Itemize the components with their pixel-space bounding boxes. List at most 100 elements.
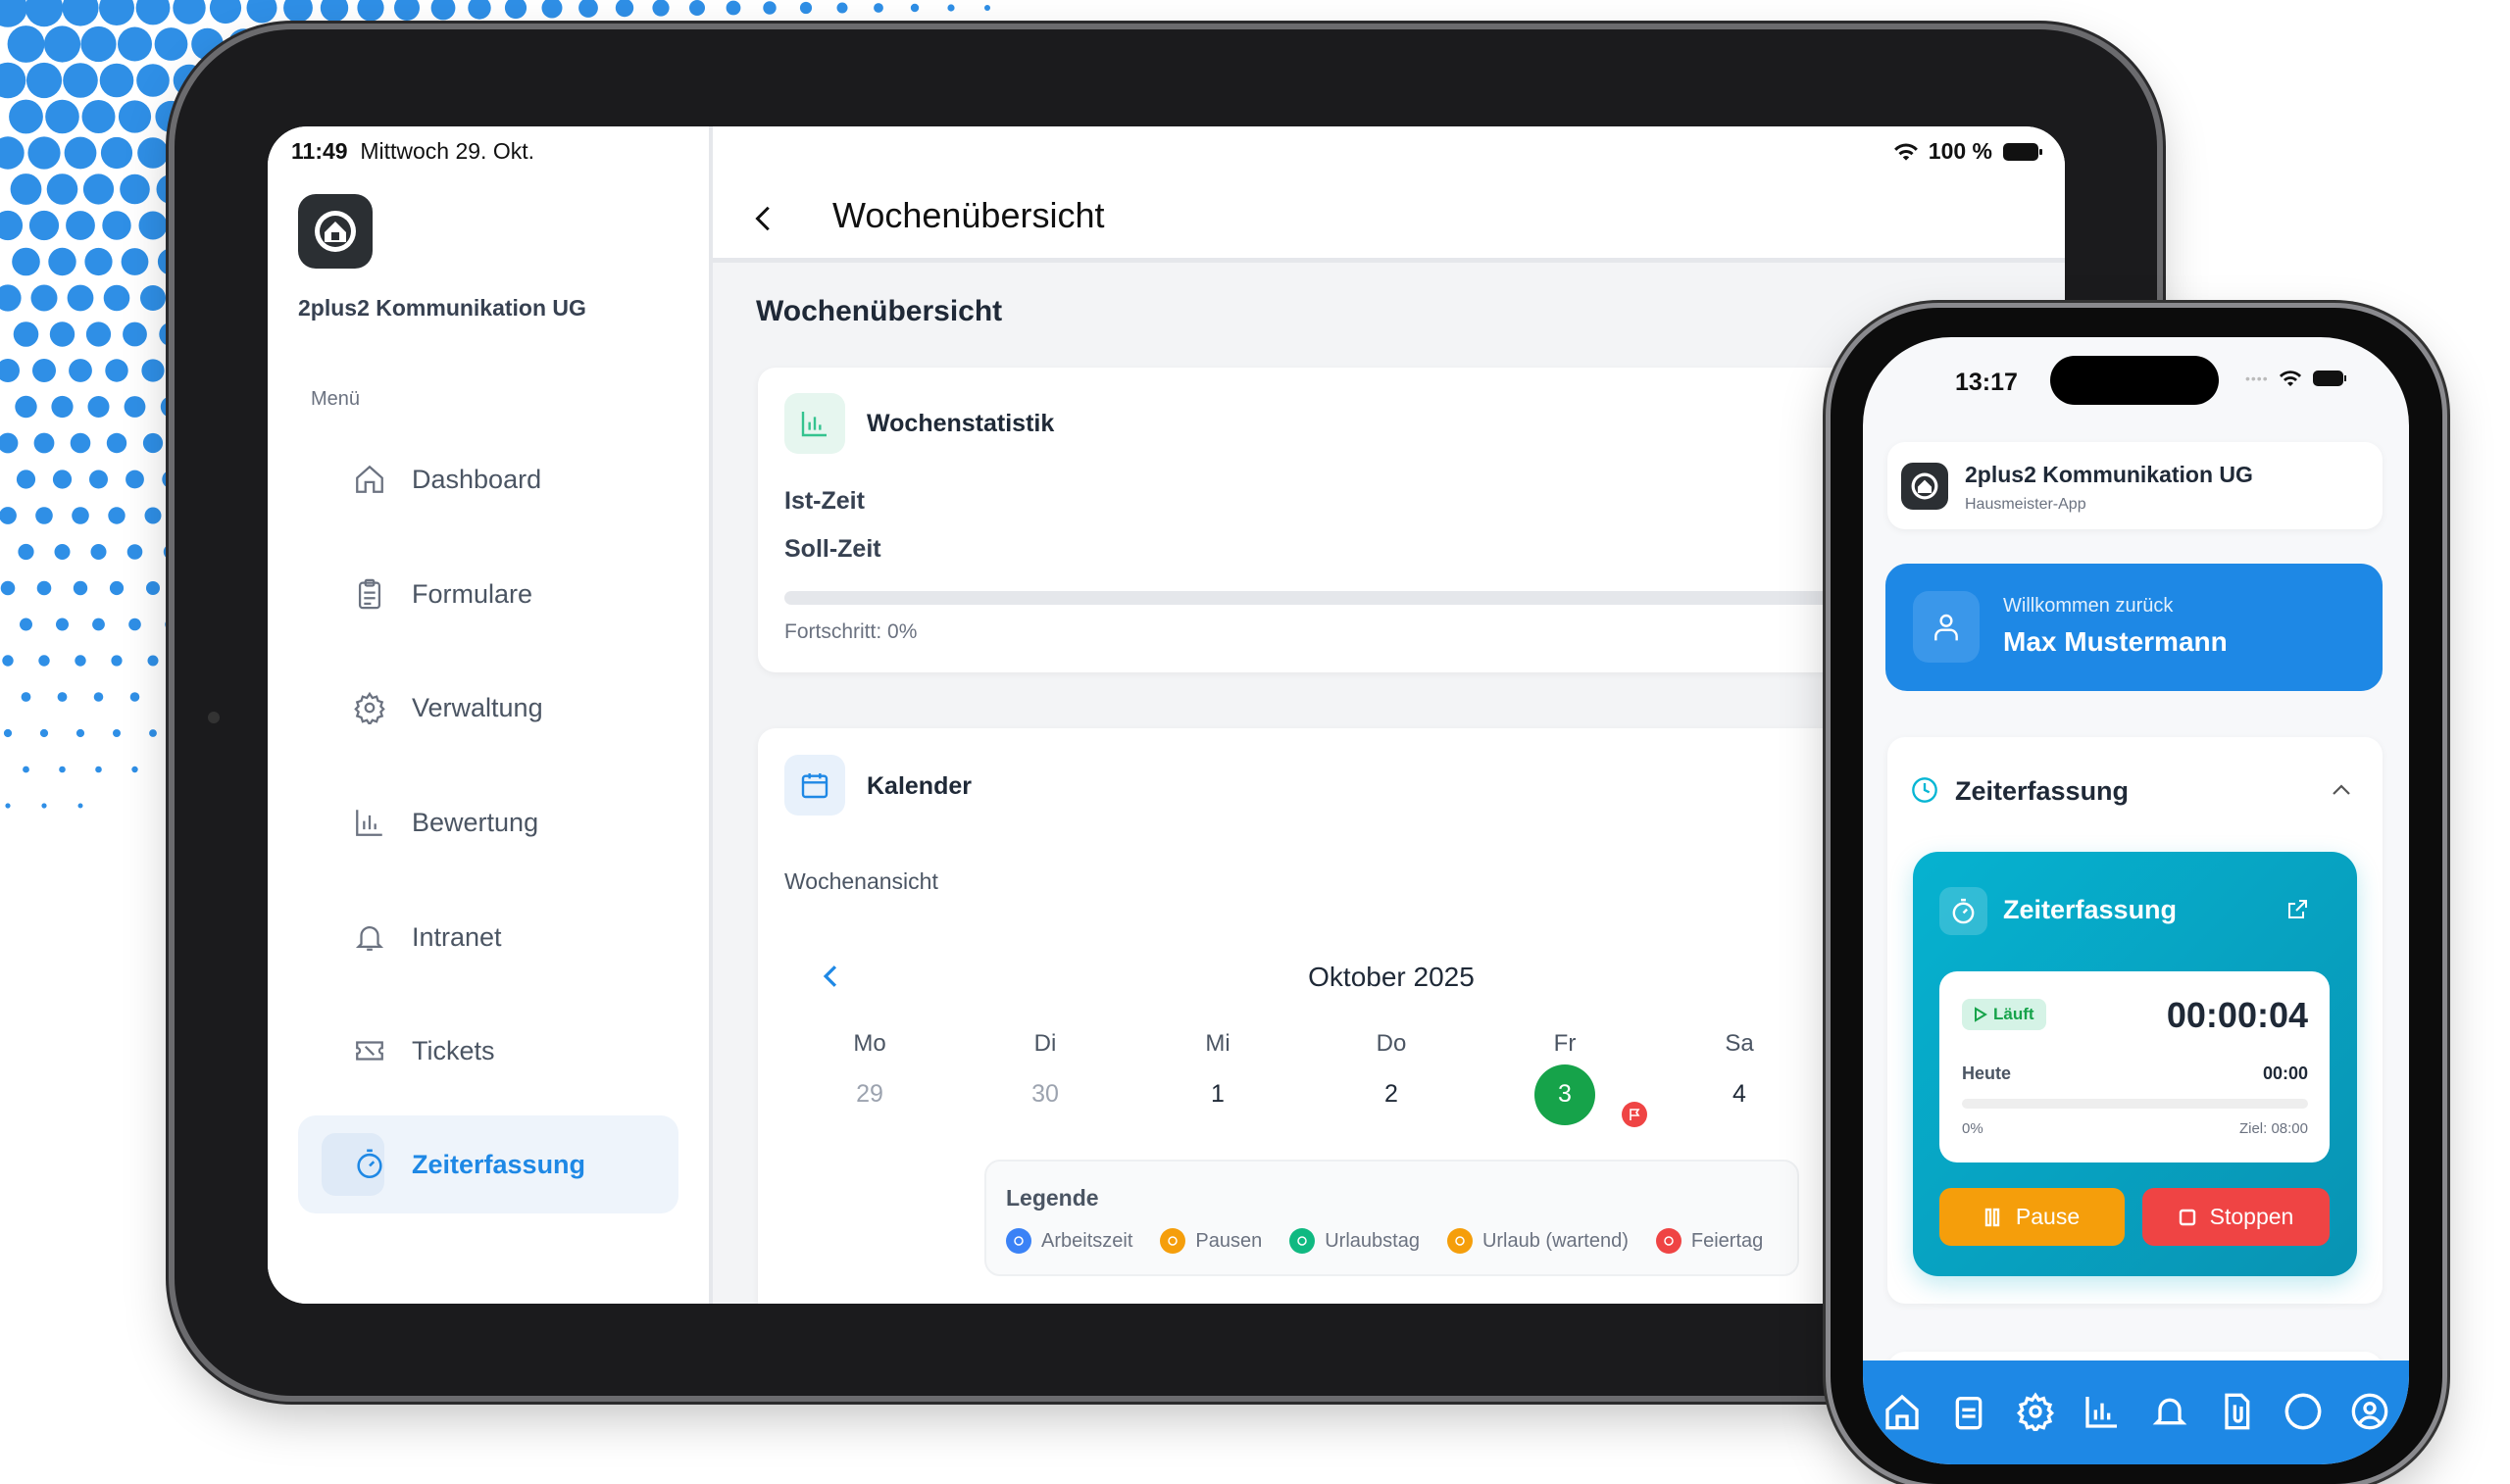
external-link-icon[interactable]	[2285, 898, 2309, 921]
pattern-dot	[3, 728, 13, 738]
chevron-up-icon[interactable]	[2331, 782, 2352, 798]
pattern-dot	[2, 655, 14, 667]
today-label: Heute	[1962, 1064, 2012, 1083]
greeting: Willkommen zurück	[2003, 595, 2174, 617]
pattern-dot	[102, 211, 131, 240]
bar-chart-icon[interactable]	[2083, 1392, 2122, 1431]
pattern-dot	[135, 0, 171, 25]
sidebar-item-label: Formulare	[412, 578, 533, 609]
pattern-dot	[56, 618, 69, 631]
bell-icon[interactable]	[2150, 1392, 2189, 1431]
timer-icon-box	[1939, 887, 1987, 935]
pause-button[interactable]: Pause	[1939, 1188, 2125, 1246]
user-circle-icon[interactable]	[2350, 1392, 2389, 1431]
pattern-dot	[763, 1, 777, 15]
stop-button[interactable]: Stoppen	[2142, 1188, 2330, 1246]
legend-item: Pausen	[1160, 1228, 1262, 1254]
back-arrow-icon[interactable]	[750, 201, 779, 236]
phone-status-icons: ••••	[2245, 370, 2347, 387]
pattern-dot	[144, 507, 162, 524]
pattern-dot	[504, 0, 527, 20]
prev-week-chevron-icon[interactable]	[821, 964, 840, 989]
pattern-dot	[126, 470, 144, 489]
pattern-dot	[63, 63, 98, 98]
pattern-dot	[111, 655, 123, 667]
pattern-dot	[27, 136, 61, 170]
home-icon[interactable]	[1882, 1392, 1922, 1431]
percent-label: 0%	[1962, 1120, 1983, 1137]
pattern-dot	[984, 5, 990, 11]
pattern-dot	[113, 729, 121, 737]
today-marker	[1534, 1064, 1595, 1125]
status-right: 100 %	[1893, 138, 2043, 165]
briefcase-icon	[1006, 1228, 1031, 1254]
pattern-dot	[82, 173, 115, 205]
play-icon	[1975, 1007, 1987, 1022]
day-cell[interactable]: 1	[1211, 1080, 1225, 1108]
pattern-dot	[149, 729, 157, 737]
pattern-dot	[136, 64, 170, 97]
pattern-dot	[357, 0, 384, 22]
pattern-dot	[0, 432, 19, 454]
pattern-dot	[105, 359, 128, 382]
pattern-dot	[46, 173, 78, 205]
sidebar-item-intranet[interactable]: Intranet	[298, 888, 678, 986]
ticket-icon	[356, 1041, 383, 1061]
pattern-dot	[93, 692, 104, 702]
progress-text: Fortschritt: 0%	[784, 620, 918, 643]
document-icon[interactable]	[2217, 1392, 2256, 1431]
sidebar-item-zeiterfassung[interactable]: Zeiterfassung	[298, 1115, 678, 1213]
zeiterfassung-section: Zeiterfassung Zeiterfassung Läuft 00:00:…	[1887, 737, 2383, 1304]
pattern-dot	[0, 210, 24, 241]
day-cell[interactable]: 2	[1384, 1080, 1398, 1108]
legend-item: Urlaub (wartend)	[1446, 1228, 1629, 1254]
kalender-card: Kalender Wochenansicht Oktober 2025 Mo 29…	[758, 728, 1934, 1304]
sidebar-item-label: Dashboard	[412, 464, 542, 494]
sidebar-item-label: Verwaltung	[412, 692, 543, 722]
sidebar-item-bewertung[interactable]: Bewertung	[298, 773, 678, 871]
pattern-dot	[124, 396, 146, 418]
pattern-dot	[30, 284, 58, 312]
pattern-dot	[246, 0, 277, 24]
pattern-dot	[80, 25, 117, 63]
pattern-dot	[38, 655, 50, 667]
pattern-dot	[84, 247, 113, 276]
pattern-dot	[95, 766, 102, 773]
sidebar-item-dashboard[interactable]: Dashboard	[298, 430, 678, 528]
pattern-dot	[72, 507, 89, 524]
sidebar-item-tickets[interactable]: Tickets	[298, 1002, 678, 1100]
pattern-dot	[142, 432, 164, 454]
day-cell[interactable]: 4	[1732, 1080, 1746, 1108]
pattern-dot	[0, 284, 22, 312]
moon-icon[interactable]	[2284, 1392, 2323, 1431]
pattern-dot	[120, 173, 150, 205]
day-cell[interactable]: 29	[856, 1080, 883, 1108]
sidebar-item-formulare[interactable]: Formulare	[298, 545, 678, 643]
pause-icon	[1984, 1208, 2000, 1226]
tablet-screen: 11:49 Mittwoch 29. Okt. 2plus2 Kommunika…	[268, 126, 2065, 1304]
gear-icon[interactable]	[2016, 1392, 2055, 1431]
day-cell[interactable]: 3	[1558, 1080, 1572, 1108]
company-name: 2plus2 Kommunikation UG	[1965, 462, 2253, 487]
legend-item: Feiertag	[1655, 1228, 1763, 1254]
pattern-dot	[57, 692, 68, 702]
company-name: 2plus2 Kommunikation UG	[298, 295, 586, 321]
pattern-dot	[7, 25, 45, 63]
timer-box: Läuft 00:00:04 Heute 00:00 0% Ziel: 08:0…	[1939, 971, 2330, 1162]
pattern-dot	[541, 0, 563, 19]
sidebar-item-label: Bewertung	[412, 807, 539, 837]
wifi-icon	[2279, 371, 2301, 386]
battery-icon	[2312, 371, 2346, 386]
clipboard-icon[interactable]	[1949, 1392, 1988, 1431]
day-cell[interactable]: 30	[1031, 1080, 1059, 1108]
sidebar-item-verwaltung[interactable]: Verwaltung	[298, 659, 678, 757]
pattern-dot	[10, 173, 42, 205]
gear-icon	[354, 691, 385, 724]
pattern-dot	[39, 728, 49, 738]
pattern-dot	[191, 27, 224, 61]
pattern-dot	[75, 728, 85, 738]
pattern-dot	[394, 0, 420, 21]
user-icon	[1934, 614, 1958, 641]
pattern-dot	[173, 0, 206, 25]
stop-icon	[2179, 1209, 2195, 1225]
